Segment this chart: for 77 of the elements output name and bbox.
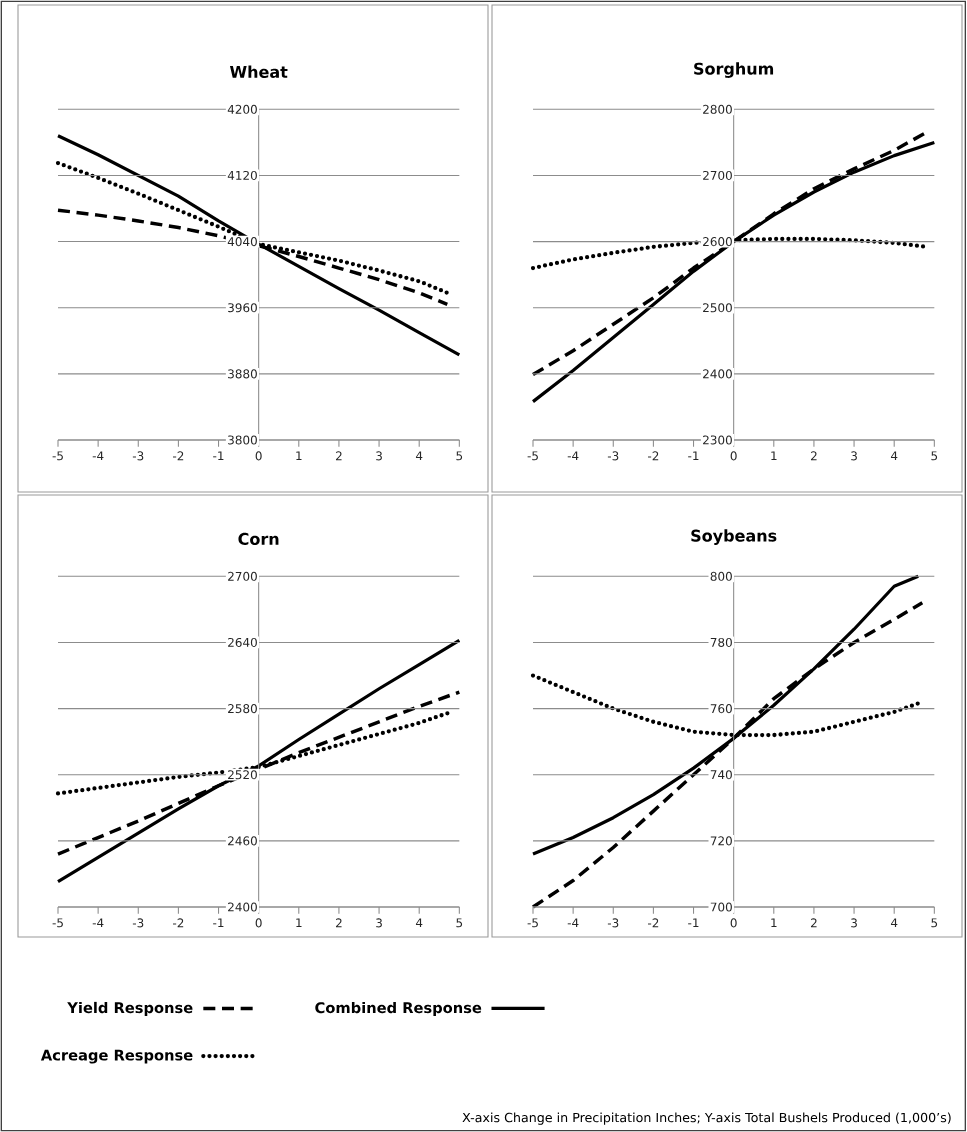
- x-tick-label: -2: [648, 451, 659, 461]
- y-tick-label: 3800: [228, 435, 258, 445]
- y-tick-label: 3960: [228, 303, 258, 313]
- legend-label: Combined Response: [315, 1001, 482, 1017]
- x-tick-label: 5: [931, 451, 938, 461]
- x-tick-label: -5: [527, 451, 539, 461]
- y-tick-label: 4200: [227, 104, 258, 114]
- y-tick-label: 760: [710, 704, 733, 714]
- chart-title: Wheat: [230, 65, 288, 78]
- x-tick-label: 0: [255, 918, 262, 928]
- y-tick-label: 2640: [228, 637, 258, 647]
- x-tick-label: 4: [891, 451, 898, 461]
- x-tick-label: 1: [296, 918, 302, 928]
- y-tick-label: 2460: [228, 836, 258, 846]
- x-tick-label: -3: [133, 451, 144, 461]
- x-tick-label: 3: [851, 918, 858, 928]
- x-tick-label: -4: [567, 451, 579, 461]
- x-tick-label: 2: [336, 918, 342, 928]
- x-tick-label: -2: [648, 918, 659, 928]
- x-tick-label: -5: [52, 918, 64, 928]
- x-tick-label: 3: [376, 451, 383, 461]
- chart-title: Sorghum: [694, 62, 774, 78]
- x-tick-label: 4: [416, 918, 423, 928]
- x-tick-label: -4: [92, 918, 104, 928]
- chart-title: Soybeans: [691, 529, 777, 545]
- x-tick-label: 5: [456, 918, 463, 928]
- x-tick-label: 1: [771, 451, 777, 461]
- y-tick-label: 2520: [228, 770, 258, 780]
- line-series: [56, 638, 462, 884]
- y-tick-label: 2400: [228, 902, 258, 912]
- y-tick-label: 720: [710, 836, 733, 846]
- x-tick-label: 5: [931, 918, 938, 928]
- text: X-axis Change in Precipitation Inches; Y-axis Total Bushels Produced (1,000’s): [462, 1112, 951, 1125]
- x-tick-label: -1: [688, 451, 699, 461]
- y-tick-label: 2800: [703, 104, 733, 114]
- x-tick-label: 2: [811, 451, 817, 461]
- x-tick-label: -3: [608, 918, 619, 928]
- x-tick-label: -5: [52, 451, 64, 461]
- x-tick-label: 5: [456, 451, 463, 461]
- x-tick-label: 4: [891, 918, 898, 928]
- x-tick-label: -1: [688, 918, 699, 928]
- legend-label: Yield Response: [67, 1001, 193, 1017]
- x-tick-label: -4: [92, 451, 104, 461]
- y-tick-label: 2500: [703, 303, 733, 313]
- y-tick-label: 2700: [703, 170, 733, 180]
- y-tick-label: 780: [710, 637, 733, 647]
- x-tick-label: -1: [213, 918, 224, 928]
- y-tick-label: 700: [710, 902, 733, 912]
- x-tick-label: -3: [608, 451, 619, 461]
- y-tick-label: 740: [710, 770, 733, 780]
- x-tick-label: 3: [376, 918, 383, 928]
- x-tick-label: 1: [296, 451, 302, 461]
- x-tick-label: 1: [771, 918, 777, 928]
- x-tick-label: 4: [416, 451, 423, 461]
- y-tick-label: 2700: [228, 571, 258, 581]
- x-tick-label: -2: [173, 918, 184, 928]
- y-tick-label: 2300: [703, 435, 733, 445]
- y-tick-label: 2600: [703, 237, 733, 247]
- y-tick-label: 4120: [227, 170, 258, 180]
- x-tick-label: 2: [336, 451, 342, 461]
- x-tick-label: -5: [527, 918, 539, 928]
- y-tick-label: 2580: [228, 704, 258, 714]
- y-tick-label: 4040: [227, 237, 258, 247]
- y-tick-label: 2400: [703, 369, 733, 379]
- x-tick-label: -3: [133, 918, 144, 928]
- legend-label: Acreage Response: [41, 1049, 193, 1064]
- x-tick-label: 2: [811, 918, 817, 928]
- x-tick-label: -2: [173, 451, 184, 461]
- x-tick-label: 0: [255, 451, 262, 461]
- x-tick-label: 3: [851, 451, 858, 461]
- x-tick-label: -1: [213, 451, 224, 461]
- x-tick-label: -4: [567, 918, 579, 928]
- x-tick-label: 0: [730, 918, 737, 928]
- x-tick-label: 0: [730, 451, 737, 461]
- y-tick-label: 3880: [228, 369, 258, 379]
- chart-title: Corn: [238, 532, 279, 545]
- y-tick-label: 800: [710, 571, 733, 581]
